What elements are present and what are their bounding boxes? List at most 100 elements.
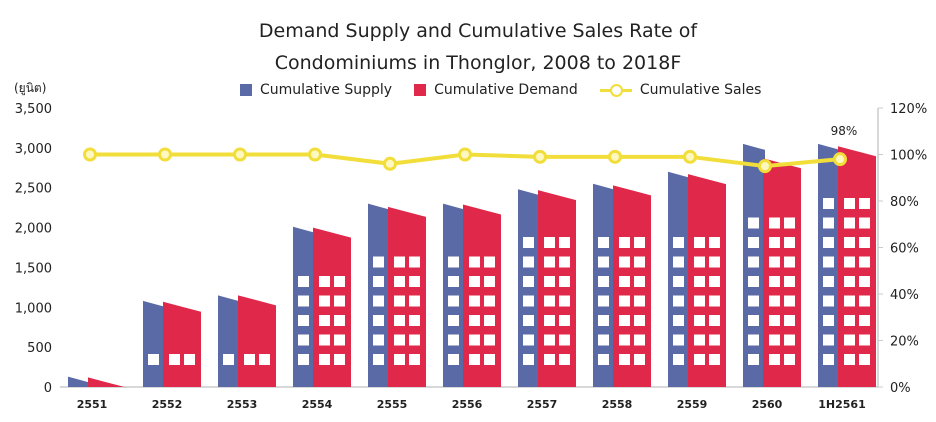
demand-window <box>844 256 855 268</box>
demand-window <box>619 295 630 307</box>
demand-window <box>709 276 720 287</box>
demand-window <box>469 276 480 287</box>
demand-bar <box>163 301 201 387</box>
demand-window <box>694 256 705 268</box>
supply-window <box>673 315 684 326</box>
demand-window <box>859 276 870 287</box>
demand-window <box>769 315 780 326</box>
sales-point <box>533 149 547 164</box>
demand-window <box>484 315 495 326</box>
sales-point <box>833 152 847 167</box>
supply-bar <box>68 376 90 387</box>
demand-window <box>559 276 570 287</box>
supply-window <box>748 256 759 268</box>
demand-window <box>634 237 645 248</box>
supply-window <box>373 256 384 268</box>
chart-title-line1: Demand Supply and Cumulative Sales Rate … <box>258 20 698 42</box>
supply-window <box>823 198 834 209</box>
supply-window <box>598 354 609 365</box>
demand-window <box>634 315 645 326</box>
supply-window <box>373 315 384 326</box>
supply-window <box>598 315 609 326</box>
demand-window <box>334 334 345 346</box>
legend-swatch-demand <box>414 84 427 96</box>
demand-window <box>784 334 795 346</box>
demand-window <box>559 295 570 307</box>
demand-window <box>409 354 420 365</box>
demand-window <box>709 256 720 268</box>
demand-bar <box>238 295 276 387</box>
demand-window <box>784 256 795 268</box>
demand-window <box>859 256 870 268</box>
demand-window <box>394 256 405 268</box>
demand-window <box>634 276 645 287</box>
supply-window <box>523 276 534 287</box>
supply-window <box>523 315 534 326</box>
demand-window <box>694 354 705 365</box>
y-tick-label: 500 <box>27 341 52 356</box>
demand-window <box>769 354 780 365</box>
demand-window <box>469 295 480 307</box>
supply-window <box>673 295 684 307</box>
demand-window <box>844 315 855 326</box>
demand-bar <box>388 206 426 387</box>
demand-window <box>559 237 570 248</box>
supply-window <box>673 334 684 346</box>
demand-window <box>394 295 405 307</box>
supply-window <box>448 334 459 346</box>
demand-window <box>619 237 630 248</box>
demand-window <box>784 354 795 365</box>
demand-window <box>844 295 855 307</box>
demand-window <box>409 295 420 307</box>
supply-window <box>823 276 834 287</box>
demand-window <box>469 315 480 326</box>
x-tick-label: 2554 <box>302 398 333 411</box>
y2-tick-label: 120% <box>890 102 927 117</box>
supply-window <box>748 334 759 346</box>
demand-window <box>394 334 405 346</box>
demand-window <box>394 315 405 326</box>
demand-window <box>559 354 570 365</box>
demand-window <box>334 315 345 326</box>
supply-window <box>448 276 459 287</box>
demand-window <box>409 334 420 346</box>
supply-window <box>598 256 609 268</box>
y-tick-label: 1,500 <box>15 261 52 276</box>
supply-window <box>598 334 609 346</box>
supply-window <box>448 315 459 326</box>
supply-window <box>298 295 309 307</box>
x-tick-label: 2555 <box>377 398 408 411</box>
demand-window <box>784 315 795 326</box>
supply-window <box>748 354 759 365</box>
supply-window <box>448 256 459 268</box>
supply-window <box>598 295 609 307</box>
sales-point <box>458 147 472 162</box>
demand-window <box>769 256 780 268</box>
y-tick-label: 0 <box>44 381 52 396</box>
y2-tick-label: 80% <box>890 195 919 210</box>
demand-window <box>544 315 555 326</box>
supply-window <box>748 237 759 248</box>
x-tick-label: 2553 <box>227 398 258 411</box>
demand-bar <box>88 377 126 388</box>
x-tick-label: 2552 <box>152 398 183 411</box>
demand-bar <box>763 158 801 387</box>
demand-window <box>859 334 870 346</box>
sales-point <box>233 147 247 162</box>
demand-window <box>844 217 855 229</box>
demand-window <box>619 334 630 346</box>
sales-point <box>308 147 322 162</box>
demand-window <box>319 354 330 365</box>
supply-window <box>523 256 534 268</box>
demand-window <box>844 354 855 365</box>
chart-title-line2: Condominiums in Thonglor, 2008 to 2018F <box>274 52 682 74</box>
demand-window <box>409 276 420 287</box>
sales-point <box>383 156 397 171</box>
demand-window <box>469 354 480 365</box>
supply-window <box>523 295 534 307</box>
supply-window <box>448 354 459 365</box>
supply-window <box>823 315 834 326</box>
supply-bar <box>218 295 240 387</box>
demand-window <box>769 334 780 346</box>
